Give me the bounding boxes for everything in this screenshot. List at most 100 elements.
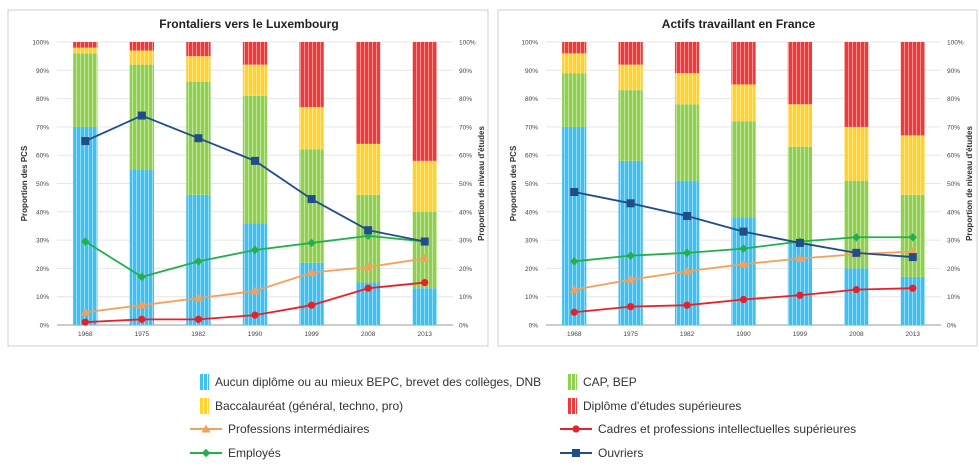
y-axis-label-right: Proportion de niveau d'études xyxy=(477,126,486,241)
legend-label: Cadres et professions intellectuelles su… xyxy=(598,422,857,436)
point-professions-intermediaires xyxy=(420,253,430,262)
point-ouvriers xyxy=(194,134,203,143)
bar-segment-baccalaureat-general-techno-pro xyxy=(844,126,869,181)
point-cadres-et-professions-intellectuelles-superieures xyxy=(852,286,860,294)
bar-segment-aucun-diplome-ou-au-mieux-bepc-brevet-des-colleges-dnb xyxy=(844,268,869,325)
point-cadres-et-professions-intellectuelles-superieures xyxy=(307,301,316,309)
point-professions-intermediaires xyxy=(739,259,748,268)
point-ouvriers xyxy=(307,195,316,204)
legend-item-employes: Employés xyxy=(190,446,281,460)
y-tick-right: 40% xyxy=(459,209,472,216)
point-cadres-et-professions-intellectuelles-superieures xyxy=(909,284,917,292)
y-tick-right: 50% xyxy=(947,181,960,188)
y-tick-left: 80% xyxy=(525,96,538,103)
point-cadres-et-professions-intellectuelles-superieures xyxy=(421,278,429,287)
bar-segment-aucun-diplome-ou-au-mieux-bepc-brevet-des-colleges-dnb xyxy=(242,223,268,325)
point-professions-intermediaires xyxy=(682,266,692,275)
legend-marker xyxy=(201,448,211,458)
point-employes xyxy=(682,248,692,258)
bar-segment-diplome-d-etudes-superieures xyxy=(299,42,324,108)
legend-swatch-baccalaureat xyxy=(200,398,209,414)
y-tick-right: 0% xyxy=(947,323,957,330)
legend-item-cap-bep: CAP, BEP xyxy=(568,374,637,390)
point-ouvriers xyxy=(683,212,692,221)
point-employes xyxy=(739,244,748,253)
bar-segment-baccalaureat-general-techno-pro xyxy=(787,104,813,147)
x-tick: 1975 xyxy=(135,331,150,338)
y-axis-label-left: Proportion des PCS xyxy=(20,145,29,221)
bar-segment-aucun-diplome-ou-au-mieux-bepc-brevet-des-colleges-dnb xyxy=(562,126,587,326)
point-professions-intermediaires xyxy=(193,293,203,302)
bar-segment-diplome-d-etudes-superieures xyxy=(355,42,381,144)
x-tick: 2013 xyxy=(417,331,432,338)
legend-item-cadres: Cadres et professions intellectuelles su… xyxy=(560,422,856,436)
point-employes xyxy=(137,272,147,282)
bar-segment-cap-bep xyxy=(562,73,587,127)
bar-segment-aucun-diplome-ou-au-mieux-bepc-brevet-des-colleges-dnb xyxy=(618,160,643,325)
bar-segment-diplome-d-etudes-superieures xyxy=(787,42,813,105)
x-tick: 1982 xyxy=(191,331,206,338)
y-tick-right: 70% xyxy=(459,124,472,131)
point-professions-intermediaires xyxy=(80,307,90,316)
point-employes xyxy=(81,237,90,246)
point-cadres-et-professions-intellectuelles-superieures xyxy=(251,311,259,319)
y-tick-left: 40% xyxy=(525,209,538,216)
y-tick-right: 80% xyxy=(947,96,960,103)
y-tick-right: 80% xyxy=(459,96,472,103)
y-tick-right: 70% xyxy=(947,124,960,131)
y-tick-left: 0% xyxy=(529,323,539,330)
y-tick-right: 20% xyxy=(459,266,472,273)
point-employes xyxy=(194,257,203,266)
y-tick-right: 60% xyxy=(459,153,472,160)
bar-segment-baccalaureat-general-techno-pro xyxy=(299,107,324,150)
bar-segment-cap-bep xyxy=(73,53,98,127)
bar-segment-diplome-d-etudes-superieures xyxy=(73,42,98,48)
bar-segment-baccalaureat-general-techno-pro xyxy=(562,53,587,74)
x-tick: 1968 xyxy=(567,331,582,338)
y-tick-left: 70% xyxy=(525,124,538,131)
chart-panel-2: Actifs travaillant en France 0% 0% 10% 10% 20… xyxy=(497,9,978,347)
point-professions-intermediaires xyxy=(250,286,260,295)
y-tick-left: 10% xyxy=(525,294,538,301)
legend-item-aucun-diplome: Aucun diplôme ou au mieux BEPC, brevet d… xyxy=(200,374,541,390)
x-tick: 2013 xyxy=(906,331,921,338)
y-tick-right: 0% xyxy=(459,323,469,330)
y-tick-left: 60% xyxy=(525,153,538,160)
point-cadres-et-professions-intellectuelles-superieures xyxy=(570,308,578,316)
point-professions-intermediaires xyxy=(569,285,579,294)
point-cadres-et-professions-intellectuelles-superieures xyxy=(81,318,89,326)
point-ouvriers xyxy=(251,156,259,165)
x-tick: 1990 xyxy=(736,331,751,338)
y-tick-left: 60% xyxy=(36,153,49,160)
y-tick-right: 90% xyxy=(947,68,960,75)
y-tick-left: 90% xyxy=(36,68,49,75)
legend-label: Employés xyxy=(228,446,281,460)
legend-item-professions-intermediaires: Professions intermédiaires xyxy=(190,422,369,436)
y-tick-right: 30% xyxy=(459,238,472,245)
point-professions-intermediaires xyxy=(626,275,636,284)
point-ouvriers xyxy=(364,226,373,235)
point-cadres-et-professions-intellectuelles-superieures xyxy=(194,315,203,323)
point-employes xyxy=(250,245,260,255)
legend-label: Ouvriers xyxy=(598,446,644,460)
legend-label: Diplôme d'études supérieures xyxy=(583,399,742,413)
chart-title: Frontaliers vers le Luxembourg xyxy=(159,17,338,31)
y-axis-label-left: Proportion des PCS xyxy=(509,145,518,221)
point-ouvriers xyxy=(852,248,861,257)
bar-segment-diplome-d-etudes-superieures xyxy=(900,42,925,136)
point-employes xyxy=(570,257,579,266)
bar-segment-diplome-d-etudes-superieures xyxy=(674,42,700,74)
bar-segment-baccalaureat-general-techno-pro xyxy=(618,64,643,91)
y-tick-right: 10% xyxy=(459,294,472,301)
legend-line-cadres xyxy=(560,425,592,433)
legend-line-employes xyxy=(190,448,222,458)
legend-marker xyxy=(572,425,580,433)
y-tick-left: 20% xyxy=(36,266,49,273)
bar-segment-cap-bep xyxy=(412,211,437,289)
bar-segment-diplome-d-etudes-superieures xyxy=(618,42,643,65)
legend-swatch-aucun-diplome xyxy=(200,374,209,390)
bar-segment-cap-bep xyxy=(731,121,756,218)
y-tick-left: 100% xyxy=(521,40,538,47)
legend-label: Professions intermédiaires xyxy=(228,422,370,436)
legend-swatch-diplome-superieur xyxy=(568,398,577,414)
